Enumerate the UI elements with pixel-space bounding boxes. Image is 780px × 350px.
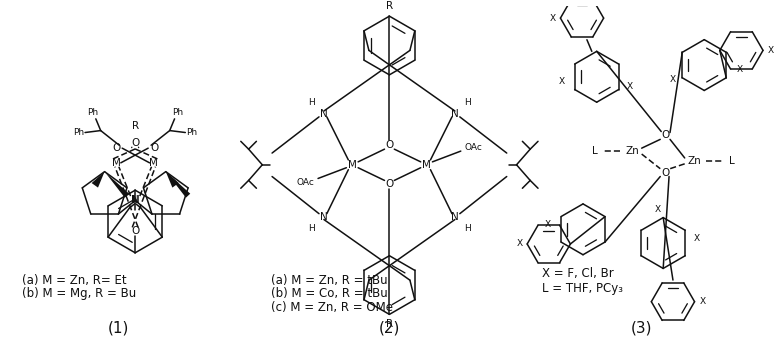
Text: (a) M = Zn, R= Et: (a) M = Zn, R= Et <box>22 274 126 287</box>
Text: Ph: Ph <box>73 128 85 137</box>
Text: X: X <box>550 14 555 23</box>
Text: OAc: OAc <box>465 143 483 152</box>
Text: O: O <box>385 140 394 150</box>
Text: (1): (1) <box>108 321 129 336</box>
Text: H: H <box>464 224 471 233</box>
Text: Zn: Zn <box>688 156 701 166</box>
Text: N: N <box>320 212 328 222</box>
Text: M: M <box>422 160 431 170</box>
Text: (2): (2) <box>379 321 400 336</box>
Text: Ph: Ph <box>87 108 98 118</box>
Text: H: H <box>308 98 314 107</box>
Text: M: M <box>112 158 122 168</box>
Text: OAc: OAc <box>296 178 314 187</box>
Text: R: R <box>132 121 139 131</box>
Text: X: X <box>693 233 700 243</box>
Polygon shape <box>91 172 105 188</box>
Polygon shape <box>105 172 129 198</box>
Text: X: X <box>627 82 633 91</box>
Polygon shape <box>166 172 179 188</box>
Text: X: X <box>655 205 661 214</box>
Text: N: N <box>132 195 140 205</box>
Text: X: X <box>670 75 676 84</box>
Text: Ph: Ph <box>186 128 197 137</box>
Text: (3): (3) <box>630 321 652 336</box>
Text: H: H <box>308 224 314 233</box>
Text: M: M <box>348 160 356 170</box>
Text: L: L <box>729 156 735 166</box>
Text: X = F, Cl, Br: X = F, Cl, Br <box>542 267 614 280</box>
Text: O: O <box>131 226 140 236</box>
Text: O: O <box>150 143 158 153</box>
Text: R: R <box>386 1 393 12</box>
Text: N: N <box>320 109 328 119</box>
Text: O: O <box>131 138 140 148</box>
Text: N: N <box>451 109 459 119</box>
Text: X: X <box>558 77 565 86</box>
Text: O: O <box>385 179 394 189</box>
Text: R: R <box>386 319 393 329</box>
Text: X: X <box>700 297 705 306</box>
Polygon shape <box>166 172 190 198</box>
Text: X: X <box>768 46 774 55</box>
Text: (b) M = Mg, R = Bu: (b) M = Mg, R = Bu <box>22 287 136 300</box>
Text: N: N <box>451 212 459 222</box>
Text: (a) M = Zn, R = tBu: (a) M = Zn, R = tBu <box>271 274 388 287</box>
Text: X: X <box>516 239 523 248</box>
Text: (b) M = Co, R = tBu: (b) M = Co, R = tBu <box>271 287 388 300</box>
Text: N: N <box>130 195 138 205</box>
Text: Zn: Zn <box>625 146 639 156</box>
Text: H: H <box>464 98 471 107</box>
Text: L = THF, PCy₃: L = THF, PCy₃ <box>542 282 623 295</box>
Text: O: O <box>112 143 120 153</box>
Text: L: L <box>592 146 597 156</box>
Text: Ph: Ph <box>172 108 183 118</box>
Text: (c) M = Zn, R = OMe: (c) M = Zn, R = OMe <box>271 301 393 314</box>
Text: M: M <box>149 158 158 168</box>
Text: X: X <box>544 220 551 229</box>
Text: O: O <box>661 131 669 140</box>
Text: O: O <box>661 168 669 177</box>
Text: X: X <box>736 65 743 75</box>
